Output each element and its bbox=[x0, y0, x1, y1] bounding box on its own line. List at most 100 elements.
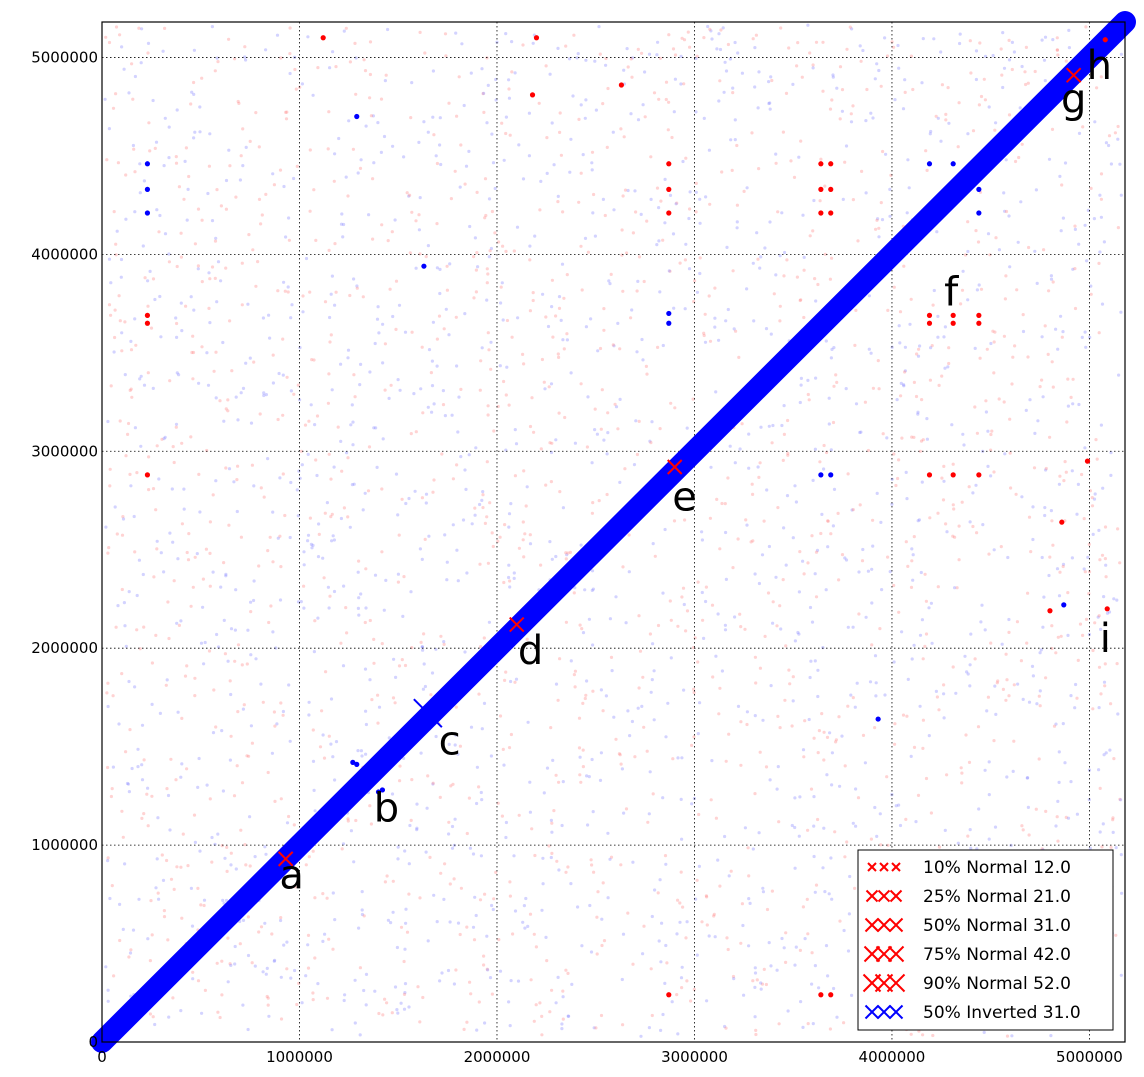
noise-dot bbox=[935, 230, 939, 234]
noise-dot bbox=[944, 522, 948, 526]
noise-dot bbox=[419, 387, 423, 391]
noise-dot bbox=[133, 550, 137, 554]
noise-dot bbox=[250, 961, 254, 965]
noise-dot bbox=[568, 550, 573, 555]
y-tick-label: 2000000 bbox=[31, 639, 98, 657]
noise-dot bbox=[635, 452, 640, 457]
noise-dot bbox=[294, 87, 298, 91]
noise-dot bbox=[842, 1021, 846, 1025]
noise-dot bbox=[452, 982, 456, 986]
noise-dot bbox=[873, 805, 877, 810]
noise-dot bbox=[353, 395, 357, 399]
noise-dot bbox=[347, 119, 351, 123]
noise-dot bbox=[754, 1032, 758, 1037]
noise-dot bbox=[937, 383, 941, 387]
noise-dot bbox=[602, 939, 607, 943]
noise-dot bbox=[1026, 355, 1030, 359]
noise-dot bbox=[602, 438, 606, 442]
noise-dot bbox=[560, 262, 565, 266]
noise-dot bbox=[1082, 517, 1086, 521]
noise-dot bbox=[155, 208, 159, 212]
noise-dot bbox=[501, 747, 505, 752]
noise-dot bbox=[1047, 573, 1051, 578]
noise-dot bbox=[352, 373, 356, 377]
noise-dot bbox=[585, 445, 590, 449]
noise-dot bbox=[158, 711, 162, 716]
noise-dot bbox=[493, 231, 497, 235]
noise-dot bbox=[474, 446, 478, 450]
noise-dot bbox=[277, 371, 281, 376]
noise-dot bbox=[810, 620, 815, 624]
noise-dot bbox=[906, 677, 910, 682]
noise-dot bbox=[185, 550, 189, 555]
noise-dot bbox=[507, 403, 511, 407]
noise-dot bbox=[256, 260, 260, 264]
noise-dot bbox=[1097, 614, 1101, 618]
noise-dot bbox=[174, 161, 179, 165]
noise-dot bbox=[156, 891, 160, 895]
noise-dot bbox=[371, 177, 375, 181]
noise-dot bbox=[113, 335, 117, 340]
noise-dot bbox=[507, 525, 511, 529]
noise-dot bbox=[578, 773, 582, 777]
noise-dot bbox=[659, 960, 663, 964]
noise-dot bbox=[432, 402, 436, 406]
noise-dot bbox=[584, 325, 589, 329]
noise-dot bbox=[960, 781, 964, 785]
noise-dot bbox=[1061, 722, 1065, 726]
noise-dot bbox=[824, 339, 828, 343]
noise-dot bbox=[898, 823, 903, 828]
noise-dot bbox=[846, 625, 850, 629]
noise-dot bbox=[627, 570, 631, 574]
noise-dot bbox=[789, 159, 793, 163]
noise-dot bbox=[229, 963, 233, 968]
legend-marker bbox=[865, 889, 879, 903]
noise-dot bbox=[1064, 470, 1068, 474]
noise-dot bbox=[841, 197, 845, 201]
blue-point bbox=[354, 113, 360, 120]
noise-dot bbox=[468, 846, 472, 850]
noise-dot bbox=[573, 441, 578, 445]
noise-dot bbox=[435, 364, 439, 368]
noise-dot bbox=[236, 99, 240, 104]
noise-dot bbox=[656, 891, 660, 895]
noise-dot bbox=[844, 387, 848, 391]
noise-dot bbox=[806, 378, 810, 382]
noise-dot bbox=[595, 952, 599, 956]
noise-dot bbox=[771, 423, 775, 428]
noise-dot bbox=[1092, 217, 1096, 221]
noise-dot bbox=[517, 546, 522, 550]
noise-dot bbox=[459, 387, 463, 391]
noise-dot bbox=[475, 1028, 479, 1032]
noise-dot bbox=[778, 319, 782, 323]
noise-dot bbox=[606, 831, 610, 835]
noise-dot bbox=[380, 487, 384, 491]
noise-dot bbox=[593, 234, 598, 238]
noise-dot bbox=[736, 51, 740, 55]
noise-dot bbox=[585, 679, 589, 683]
noise-dot bbox=[531, 298, 535, 303]
noise-dot bbox=[408, 251, 412, 255]
noise-dot bbox=[422, 662, 426, 666]
red-point bbox=[950, 472, 956, 478]
noise-dot bbox=[936, 585, 940, 589]
noise-dot bbox=[1075, 812, 1079, 816]
noise-dot bbox=[590, 757, 594, 762]
noise-dot bbox=[554, 438, 558, 442]
noise-dot bbox=[1074, 682, 1078, 687]
noise-dot bbox=[827, 892, 831, 896]
noise-dot bbox=[912, 643, 916, 647]
annotation-label: a bbox=[279, 852, 304, 898]
noise-dot bbox=[685, 609, 690, 613]
noise-dot bbox=[828, 1027, 833, 1031]
noise-dot bbox=[591, 643, 595, 647]
noise-dot bbox=[814, 376, 818, 380]
red-point bbox=[618, 82, 624, 88]
noise-dot bbox=[883, 693, 887, 697]
noise-dot bbox=[444, 54, 448, 58]
noise-dot bbox=[827, 422, 831, 426]
noise-dot bbox=[372, 637, 376, 642]
noise-dot bbox=[1054, 651, 1058, 655]
noise-dot bbox=[421, 411, 425, 415]
noise-dot bbox=[189, 604, 193, 608]
